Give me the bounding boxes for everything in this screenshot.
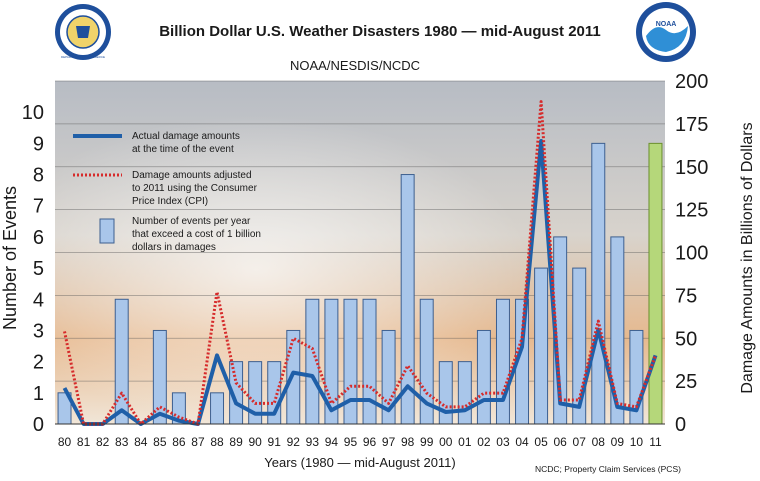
noaa-logo-text: NOAA — [656, 21, 677, 28]
y-tick-label: 8 — [33, 165, 44, 187]
legend-label-bars-line2: that exceed a cost of 1 billion — [132, 229, 261, 240]
bar-93 — [305, 298, 320, 425]
legend-label-cpi-line1: Damage amounts adjusted — [132, 170, 252, 181]
x-tick-label: 93 — [306, 435, 320, 449]
legend-swatch-bars — [99, 218, 115, 244]
x-tick-label: 00 — [439, 435, 453, 449]
x-tick-label: 95 — [344, 435, 358, 449]
y-tick-label: 3 — [33, 320, 44, 342]
bar-95 — [343, 298, 358, 425]
bar-03 — [495, 298, 510, 425]
y-tick-label: 4 — [33, 289, 44, 311]
x-tick-label: 98 — [401, 435, 415, 449]
bar-01 — [457, 361, 472, 425]
x-tick-label: 89 — [229, 435, 243, 449]
legend-label-bars-line3: dollars in damages — [132, 242, 216, 253]
commerce-seal: DEPARTMENT OF COMMERCE — [55, 4, 111, 60]
y2-tick-label: 200 — [675, 71, 708, 93]
y-tick-label: 1 — [33, 383, 44, 405]
y-tick-label: 2 — [33, 352, 44, 374]
source-note: NCDC; Property Claim Services (PCS) — [535, 464, 681, 474]
y-axis-label: Number of Events — [0, 186, 20, 330]
line-series — [62, 100, 658, 426]
x-tick-label: 96 — [363, 435, 377, 449]
series-line-actual-damage — [62, 139, 658, 426]
x-tick-label: 10 — [630, 435, 644, 449]
x-tick-label: 01 — [458, 435, 472, 449]
x-tick-label: 81 — [77, 435, 91, 449]
bar-96 — [362, 298, 377, 425]
x-tick-label: 82 — [96, 435, 110, 449]
legend-label-actual-line2: at the time of the event — [132, 144, 234, 155]
y2-tick-label: 75 — [675, 285, 697, 307]
x-axis-label: Years (1980 — mid-August 2011) — [264, 455, 456, 470]
x-tick-label: 80 — [58, 435, 72, 449]
y2-axis-label: Damage Amounts in Billions of Dollars — [739, 122, 756, 393]
bar-88 — [210, 392, 225, 425]
x-tick-label: 11 — [649, 435, 662, 449]
x-tick-label: 09 — [611, 435, 625, 449]
bar-05 — [534, 267, 549, 425]
legend-label-actual-line1: Actual damage amounts — [132, 131, 240, 142]
legend-label-cpi: Damage amounts adjusted to 2011 using th… — [132, 170, 260, 207]
y2-tick-label: 125 — [675, 200, 708, 222]
bar-83 — [114, 298, 129, 425]
y2-tick-label: 150 — [675, 157, 708, 179]
x-tick-label: 08 — [592, 435, 606, 449]
legend-label-bars-line1: Number of events per year — [132, 216, 251, 227]
x-tick-label: 86 — [172, 435, 186, 449]
x-tick-label: 97 — [382, 435, 396, 449]
noaa-logo: NOAA — [636, 2, 696, 62]
x-tick-label: 84 — [134, 435, 148, 449]
x-tick-label: 91 — [268, 435, 282, 449]
bar-02 — [476, 329, 491, 425]
x-tick-label: 88 — [210, 435, 224, 449]
legend: Actual damage amounts at the time of the… — [73, 131, 264, 253]
x-tick-label: 85 — [153, 435, 167, 449]
y-tick-label: 9 — [33, 133, 44, 155]
chart-subtitle: NOAA/NESDIS/NCDC — [290, 58, 420, 73]
x-tick-label: 02 — [477, 435, 491, 449]
y2-tick-label: 0 — [675, 414, 686, 436]
y2-tick-label: 100 — [675, 243, 708, 265]
x-tick-label: 90 — [248, 435, 262, 449]
bar-08 — [591, 142, 606, 425]
x-tick-label: 94 — [325, 435, 339, 449]
series-line-cpi-adjusted — [63, 100, 657, 426]
y-tick-label: 6 — [33, 227, 44, 249]
y-tick-label: 5 — [33, 258, 44, 280]
legend-label-cpi-line2: to 2011 using the Consumer — [132, 183, 258, 194]
bar-11 — [648, 142, 663, 425]
x-tick-label: 87 — [191, 435, 205, 449]
x-tick-label: 04 — [515, 435, 529, 449]
x-tick-label: 06 — [553, 435, 567, 449]
y2-tick-label: 175 — [675, 114, 708, 136]
y2-tick-label: 25 — [675, 371, 697, 393]
x-tick-label: 92 — [287, 435, 301, 449]
legend-label-actual: Actual damage amounts at the time of the… — [132, 131, 243, 155]
bar-00 — [438, 361, 453, 425]
x-tick-label: 07 — [573, 435, 587, 449]
x-tick-label: 03 — [496, 435, 510, 449]
y-tick-label: 7 — [33, 196, 44, 218]
x-tick-label: 83 — [115, 435, 129, 449]
x-tick-label: 05 — [534, 435, 548, 449]
x-tick-label: 99 — [420, 435, 434, 449]
legend-label-bars: Number of events per year that exceed a … — [132, 216, 264, 253]
chart-title: Billion Dollar U.S. Weather Disasters 19… — [159, 23, 601, 40]
legend-label-cpi-line3: Price Index (CPI) — [132, 196, 208, 207]
y-tick-label: 0 — [33, 414, 44, 436]
commerce-seal-text: DEPARTMENT OF COMMERCE — [61, 55, 105, 59]
y-tick-label: 10 — [22, 102, 44, 124]
y2-tick-label: 50 — [675, 328, 697, 350]
